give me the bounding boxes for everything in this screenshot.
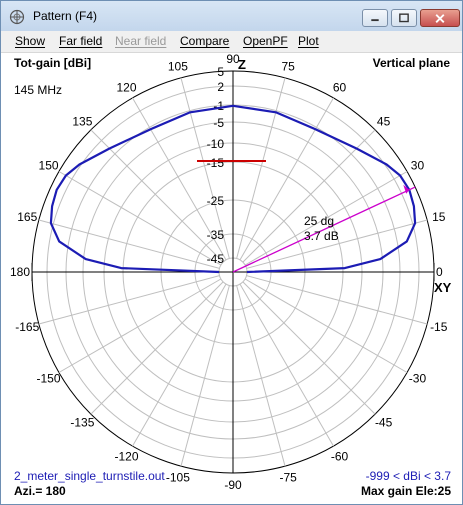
angle-tick-label: -90 [224, 478, 242, 492]
close-icon [435, 14, 445, 24]
angle-tick-label: -60 [331, 449, 349, 463]
grid-spoke [180, 285, 230, 467]
cursor-angle-label: 25 dg [304, 214, 335, 228]
ring-tick-label: -25 [207, 194, 225, 208]
pattern-plot-area[interactable]: 0 15 30 45 60 75 90 105 120 135 150 165 180 -165 -150 -… [1, 53, 462, 504]
cursor-gain-label: 3.7 dB [304, 229, 339, 243]
angle-tick-label: 135 [72, 114, 92, 128]
angle-tick-label: 120 [116, 81, 136, 95]
angle-tick-label: -15 [430, 320, 448, 334]
azimuth-label: Azi.= 180 [14, 484, 66, 498]
grid-spoke [90, 129, 224, 263]
grid-spoke [38, 275, 220, 325]
cursor-marker [403, 184, 410, 194]
menu-compare[interactable]: Compare [180, 34, 230, 48]
angle-labels: 0 15 30 45 60 75 90 105 120 135 150 165 180 -165 -150 -… [10, 53, 448, 492]
grid-spoke [132, 97, 227, 261]
pattern-line [49, 104, 417, 274]
grid-spoke [132, 283, 227, 447]
title-bar[interactable]: Pattern (F4) [1, 1, 462, 31]
minimize-button[interactable] [362, 9, 388, 27]
ring-labels: 52 -1 -5 -10 -15 -25 -35 -45 [207, 65, 225, 266]
window-title: Pattern (F4) [33, 9, 98, 23]
angle-tick-label: -105 [166, 471, 190, 485]
grid-spoke [236, 77, 286, 259]
ring-tick-label: -45 [207, 252, 225, 266]
grid-spoke [58, 171, 222, 266]
menu-near-field: Near field [115, 34, 167, 48]
ring-tick-label: -15 [207, 156, 225, 170]
ring-tick-label: -5 [213, 116, 224, 130]
grid-spoke [242, 281, 376, 415]
angle-tick-label: 0 [436, 265, 443, 279]
close-button[interactable] [420, 9, 460, 27]
grid-spoke [58, 278, 222, 373]
polar-chart[interactable]: 0 15 30 45 60 75 90 105 120 135 150 165 180 -165 -150 -… [1, 53, 462, 504]
angle-tick-label: 60 [333, 81, 347, 95]
grid-spoke [246, 219, 428, 269]
angle-tick-label: 180 [10, 265, 30, 279]
grid-spoke [90, 281, 224, 415]
grid-spoke [246, 275, 428, 325]
angle-tick-label: -165 [15, 320, 39, 334]
ring-tick-label: 2 [217, 80, 224, 94]
xy-axis-label: XY [434, 280, 452, 295]
angle-tick-label: -45 [375, 416, 393, 430]
menu-far-field[interactable]: Far field [59, 34, 103, 48]
app-icon [9, 9, 25, 25]
grid-spoke [38, 219, 220, 269]
angle-tick-label: -30 [409, 372, 427, 386]
grid-spoke [236, 285, 286, 467]
angle-tick-label: 90 [226, 53, 240, 66]
grid-spoke [244, 278, 408, 373]
ring-tick-label: -35 [207, 228, 225, 242]
z-axis-label: Z [238, 57, 246, 72]
ring-tick-label: 5 [217, 65, 224, 79]
max-gain-label: Max gain Ele:25 [360, 484, 451, 498]
file-name-label: 2_meter_single_turnstile.out [14, 469, 165, 483]
cursor-group [197, 160, 416, 273]
menu-openpf[interactable]: OpenPF [243, 34, 288, 48]
cursor-line [232, 186, 416, 273]
plane-label: Vertical plane [372, 56, 450, 70]
minimize-icon [371, 19, 379, 22]
menu-plot[interactable]: Plot [298, 34, 319, 48]
angle-tick-label: -150 [37, 372, 61, 386]
angle-tick-label: 15 [432, 210, 446, 224]
menu-bar: Show Far field Near field Compare OpenPF… [1, 31, 462, 53]
frequency-label: 145 MHz [14, 83, 63, 97]
gain-label: Tot-gain [dBi] [14, 56, 92, 70]
angle-tick-label: 75 [281, 59, 295, 73]
grid-spoke [239, 283, 334, 447]
maximize-button[interactable] [391, 9, 417, 27]
gain-range-label: -999 < dBi < 3.7 [365, 469, 451, 483]
grid-spoke [180, 77, 230, 259]
menu-show[interactable]: Show [15, 34, 46, 48]
pattern-series [49, 104, 417, 274]
angle-tick-label: 30 [411, 159, 425, 173]
grid-spoke [244, 171, 408, 266]
angle-tick-label: 150 [39, 159, 59, 173]
angle-tick-label: -75 [279, 471, 297, 485]
grid-spoke [242, 129, 376, 263]
angle-tick-label: 105 [168, 59, 188, 73]
maximize-icon [399, 13, 409, 23]
angle-tick-label: -135 [70, 416, 94, 430]
angle-tick-label: 45 [377, 114, 391, 128]
grid-spoke [239, 97, 334, 261]
angle-tick-label: 165 [17, 210, 37, 224]
ring-tick-label: -10 [207, 137, 225, 151]
ring-tick-label: -1 [213, 99, 224, 113]
angle-tick-label: -120 [114, 449, 138, 463]
